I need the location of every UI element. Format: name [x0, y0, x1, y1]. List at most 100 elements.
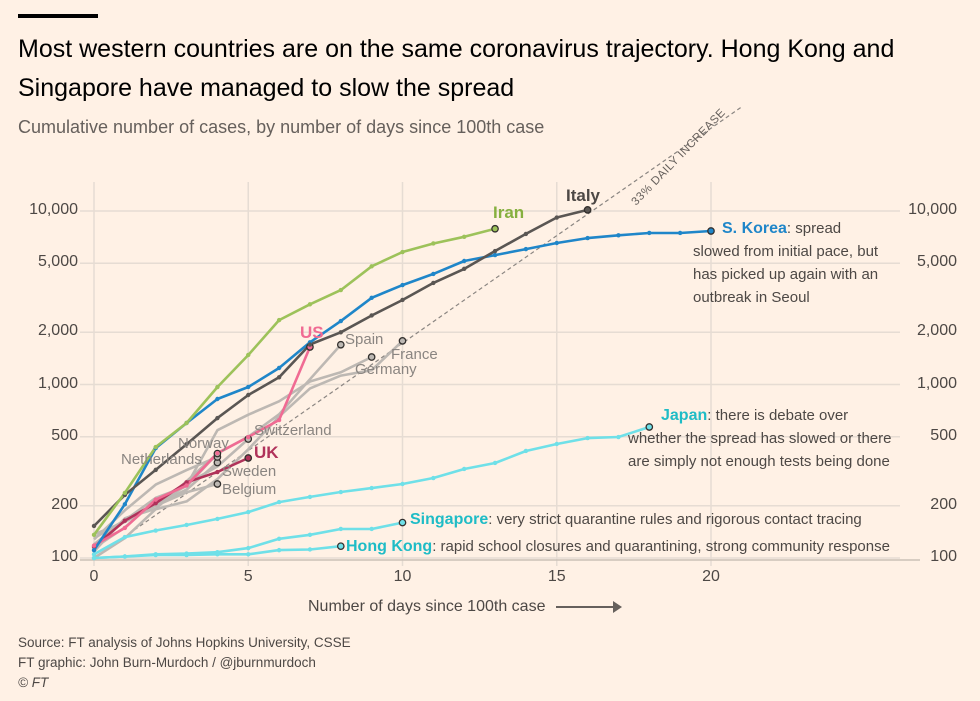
- data-point-iran: [338, 287, 343, 293]
- data-point-japan: [400, 481, 405, 487]
- end-marker-germany: [367, 353, 376, 361]
- end-marker-iran: [491, 224, 499, 233]
- data-point-s-korea: [215, 396, 220, 402]
- footer: Source: FT analysis of Johns Hopkins Uni…: [18, 633, 351, 693]
- data-point-iran: [307, 302, 313, 307]
- end-marker-uk: [244, 454, 253, 462]
- data-point-s-korea: [523, 246, 529, 252]
- annotation-japan-name: Japan: [661, 407, 708, 424]
- data-point-japan: [616, 434, 621, 440]
- end-marker-singapore: [398, 518, 407, 527]
- data-point-s-korea: [276, 365, 282, 371]
- data-point-hong-kong: [307, 547, 313, 552]
- data-point-singapore: [122, 554, 128, 559]
- data-point-iran: [153, 444, 158, 450]
- y-tick-label-right: 1,000: [916, 374, 957, 392]
- end-marker-italy: [583, 206, 592, 214]
- data-point-uk: [184, 480, 189, 485]
- data-point-iran: [369, 264, 374, 269]
- data-point-japan: [431, 475, 436, 481]
- data-point-iran: [462, 234, 467, 240]
- data-point-italy: [307, 342, 313, 347]
- annotation-skorea: S. Korea: spread slowed from initial pac…: [693, 220, 879, 306]
- data-point-s-korea: [616, 233, 621, 238]
- chart-title: Most western countries are on the same c…: [18, 35, 895, 102]
- data-point-japan: [369, 485, 374, 491]
- annotation-singapore-text: very strict quarantine rules and rigorou…: [496, 511, 862, 528]
- arrow-right-icon: [555, 600, 622, 613]
- data-point-italy: [523, 231, 529, 237]
- data-point-hong-kong: [276, 547, 282, 553]
- data-point-singapore: [184, 551, 189, 556]
- label-iran: Iran: [493, 203, 525, 222]
- annotation-hongkong-name: Hong Kong: [346, 538, 433, 555]
- label-italy: Italy: [566, 186, 601, 205]
- data-point-italy: [215, 415, 220, 421]
- series-line-belgium: [93, 482, 218, 553]
- series-line-us: [93, 346, 312, 547]
- annotation-japan-text: there is debate over whether the spread …: [628, 407, 892, 470]
- data-point-japan: [276, 499, 282, 505]
- data-point-uk: [153, 500, 158, 506]
- data-point-japan: [246, 509, 251, 515]
- annotation-skorea-name: S. Korea: [722, 220, 787, 237]
- data-point-japan: [307, 494, 313, 500]
- data-point-italy: [492, 248, 498, 254]
- data-point-us: [122, 525, 128, 531]
- label-sweden: Sweden: [222, 463, 277, 480]
- data-point-s-korea: [462, 258, 467, 264]
- data-point-singapore: [276, 536, 282, 542]
- data-point-s-korea: [431, 271, 436, 277]
- x-axis-title-text: Number of days since 100th case: [308, 598, 546, 615]
- annotation-skorea-text: spread slowed from initial pace, but has…: [693, 220, 879, 306]
- y-tick-label-right: 500: [930, 426, 957, 444]
- x-axis-title: Number of days since 100th case: [308, 598, 622, 616]
- data-point-s-korea: [91, 547, 97, 553]
- x-tick-label: 15: [547, 568, 566, 585]
- data-point-singapore: [153, 552, 158, 557]
- data-point-us: [276, 417, 282, 423]
- credit-note: FT graphic: John Burn-Murdoch / @jburnmu…: [18, 655, 316, 670]
- data-point-italy: [184, 441, 189, 447]
- data-point-japan: [462, 466, 467, 472]
- label-netherlands: Netherlands: [121, 451, 202, 468]
- label-us: US: [300, 323, 324, 342]
- data-point-us: [215, 450, 220, 456]
- data-point-s-korea: [647, 230, 652, 236]
- data-point-japan: [184, 522, 189, 528]
- y-tick-label-right: 10,000: [908, 201, 957, 218]
- y-tick-label-left: 1,000: [37, 374, 78, 392]
- data-point-singapore: [246, 545, 251, 551]
- data-point-us: [246, 434, 251, 440]
- title-accent-bar: [18, 14, 98, 18]
- data-point-italy: [276, 375, 282, 380]
- y-tick-label-left: 500: [51, 426, 78, 444]
- grid: [80, 182, 920, 566]
- data-point-s-korea: [585, 235, 590, 241]
- data-point-uk: [122, 518, 128, 523]
- source-note: Source: FT analysis of Johns Hopkins Uni…: [18, 635, 351, 650]
- data-point-italy: [338, 330, 343, 335]
- data-point-singapore: [338, 526, 343, 532]
- x-tick-label: 10: [393, 568, 412, 585]
- data-point-iran: [91, 532, 97, 538]
- label-germany: Germany: [355, 361, 417, 378]
- data-point-singapore: [369, 526, 374, 532]
- data-point-italy: [91, 523, 97, 529]
- data-point-s-korea: [369, 295, 374, 301]
- label-france: France: [391, 346, 438, 363]
- data-point-italy: [462, 266, 467, 272]
- data-point-s-korea: [338, 318, 343, 324]
- data-point-us: [153, 497, 158, 502]
- data-point-iran: [122, 490, 128, 496]
- y-tick-label-left: 100: [51, 548, 78, 565]
- data-point-japan: [91, 552, 97, 557]
- series-markers: [91, 206, 715, 561]
- data-point-us: [184, 483, 189, 488]
- data-point-japan: [122, 534, 128, 540]
- data-point-s-korea: [492, 252, 498, 258]
- data-point-japan: [585, 435, 590, 441]
- end-marker-japan: [645, 423, 654, 431]
- data-point-japan: [554, 441, 559, 447]
- data-point-singapore: [307, 532, 313, 538]
